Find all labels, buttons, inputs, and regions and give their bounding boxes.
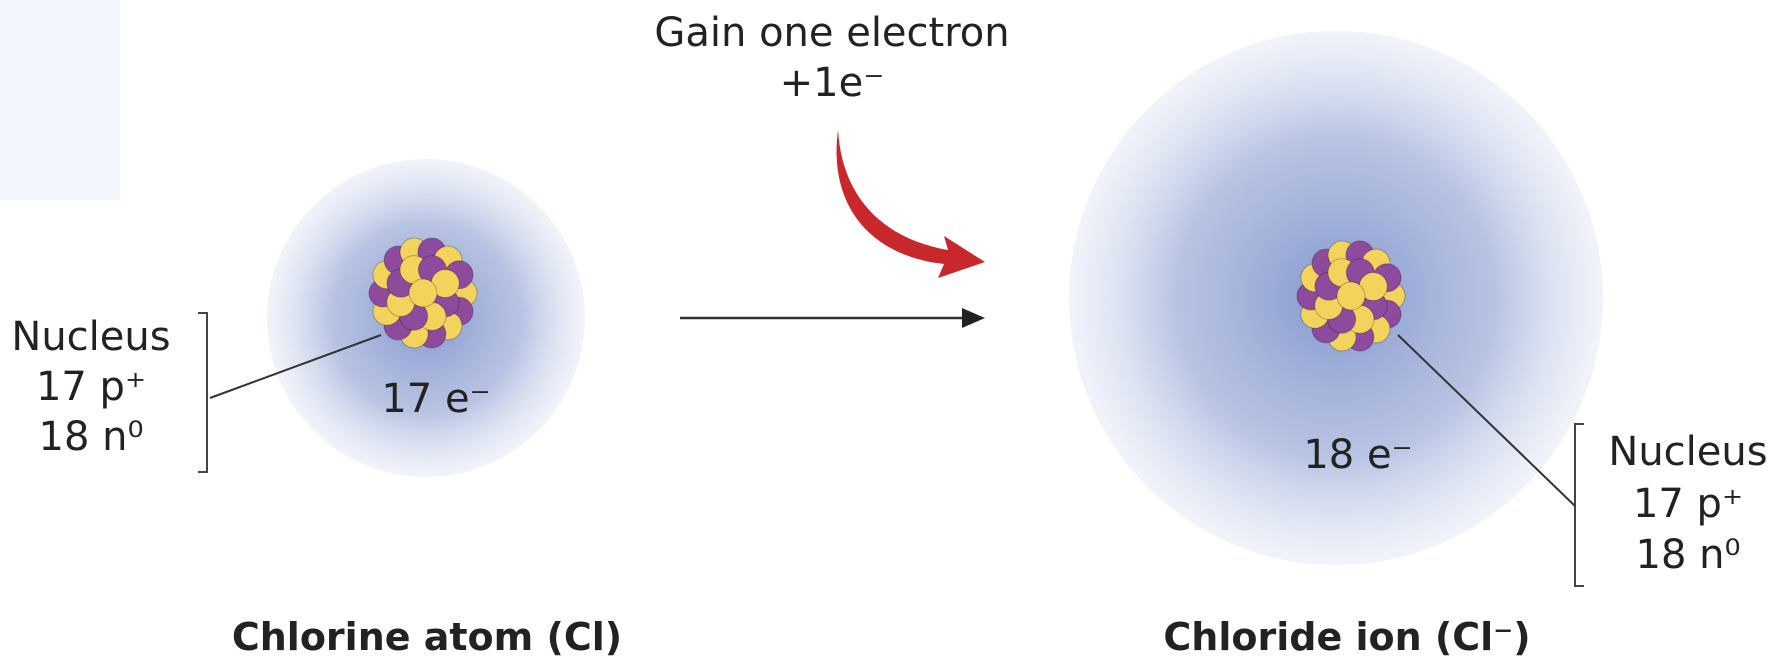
ion-title: Chloride ion (Cl⁻)	[1163, 615, 1530, 659]
nucleus-label: Nucleus	[1608, 429, 1767, 475]
gain-amount: +1e⁻	[780, 60, 885, 106]
electrons: 17 e⁻	[381, 376, 490, 422]
nucleus	[1297, 241, 1405, 351]
neutrons: 18 n⁰	[39, 414, 144, 460]
nucleus-label: Nucleus	[11, 314, 170, 360]
nucleus	[369, 238, 477, 348]
diagram: Nucleus 17 p⁺ 18 n⁰ 17 e⁻ Chlorine atom …	[0, 0, 1783, 662]
bracket	[1575, 424, 1584, 586]
bracket	[198, 313, 207, 472]
atom-title: Chlorine atom (Cl)	[232, 615, 622, 659]
gain-label: Gain one electron	[654, 10, 1009, 56]
protons: 17 p⁺	[1633, 481, 1743, 527]
curved-arrow	[837, 130, 985, 278]
protons: 17 p⁺	[36, 364, 146, 410]
electrons: 18 e⁻	[1303, 432, 1412, 478]
nucleon	[409, 279, 437, 307]
corner-decoration	[0, 0, 120, 200]
arrow-head	[962, 308, 985, 328]
nucleon	[1337, 282, 1365, 310]
neutrons: 18 n⁰	[1636, 532, 1741, 578]
